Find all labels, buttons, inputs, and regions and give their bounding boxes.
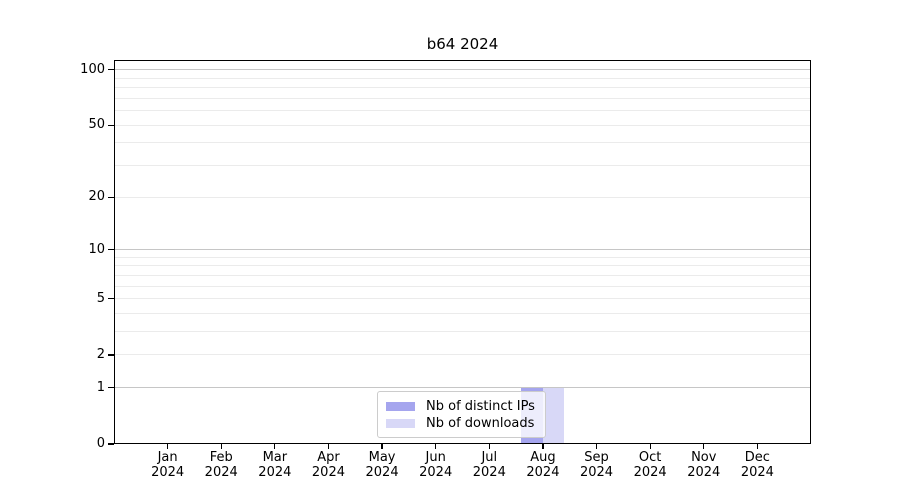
x-tick-label: Feb 2024: [204, 450, 238, 480]
gridline-minor: [114, 313, 811, 314]
gridline-minor: [114, 274, 811, 276]
y-tick-label: 50: [88, 117, 105, 133]
chart-title: b64 2024: [426, 35, 499, 53]
gridline-minor: [114, 331, 811, 333]
gridline-minor: [114, 298, 811, 300]
x-tick-mark: [274, 444, 276, 449]
gridline-minor: [114, 196, 811, 198]
x-tick-mark: [220, 444, 222, 449]
gridline-minor: [114, 354, 811, 356]
x-tick-mark: [756, 444, 758, 449]
gridline-major: [114, 69, 811, 71]
legend-label-distinct-ips: Nb of distinct IPs: [426, 399, 535, 414]
x-tick-mark: [167, 444, 169, 449]
y-tick-mark: [108, 124, 114, 126]
x-tick-mark: [595, 444, 598, 449]
y-tick-mark: [108, 354, 114, 356]
x-tick-label: Oct 2024: [633, 450, 667, 480]
x-tick-label: Mar 2024: [258, 450, 292, 480]
legend-label-downloads: Nb of downloads: [426, 416, 535, 431]
gridline-minor: [114, 87, 811, 89]
y-tick-label: 20: [88, 189, 105, 205]
y-tick-label: 2: [96, 346, 105, 362]
x-tick-label: Aug 2024: [526, 450, 560, 480]
x-tick-label: Nov 2024: [687, 450, 721, 480]
y-tick-mark: [108, 387, 114, 389]
y-tick-mark: [108, 248, 114, 251]
y-tick-label: 5: [96, 290, 105, 306]
x-tick-mark: [703, 444, 705, 449]
x-tick-label: May 2024: [365, 450, 399, 480]
legend-swatch-distinct-ips: [386, 402, 415, 411]
y-tick-mark: [108, 69, 114, 71]
x-tick-mark: [435, 444, 437, 449]
y-tick-mark: [108, 443, 114, 445]
gridline-minor: [114, 124, 811, 126]
gridline-minor: [114, 77, 811, 79]
x-tick-label: Apr 2024: [311, 450, 345, 480]
x-tick-label: Dec 2024: [740, 450, 774, 480]
legend-item-distinct-ips: Nb of distinct IPs: [386, 398, 535, 415]
gridline-minor: [114, 97, 811, 99]
y-tick-label: 0: [96, 436, 105, 451]
gridline-minor: [114, 285, 811, 287]
x-tick-label: Jul 2024: [472, 450, 506, 480]
x-tick-label: Jan 2024: [151, 450, 185, 480]
x-tick-mark: [649, 444, 651, 449]
gridline-minor: [114, 142, 811, 144]
x-tick-mark: [327, 444, 330, 449]
x-tick-mark: [381, 444, 383, 449]
gridline-minor: [114, 256, 811, 258]
gridline-major: [114, 387, 811, 389]
y-tick-label: 100: [80, 61, 105, 77]
gridline-minor: [114, 110, 811, 112]
gridline-major: [114, 249, 811, 251]
legend-item-downloads: Nb of downloads: [386, 415, 535, 432]
legend: Nb of distinct IPs Nb of downloads: [377, 391, 546, 438]
bar-aug-series1: [542, 387, 565, 444]
x-tick-mark: [542, 444, 544, 449]
legend-swatch-downloads: [386, 419, 415, 428]
y-tick-label: 1: [96, 379, 105, 395]
x-tick-label: Sep 2024: [579, 450, 614, 480]
x-tick-label: Jun 2024: [419, 450, 453, 480]
y-tick-mark: [108, 196, 114, 198]
y-tick-mark: [108, 298, 114, 300]
y-tick-label: 10: [88, 241, 105, 257]
gridline-minor: [114, 165, 811, 167]
gridline-minor: [114, 265, 811, 267]
x-tick-mark: [488, 444, 490, 449]
